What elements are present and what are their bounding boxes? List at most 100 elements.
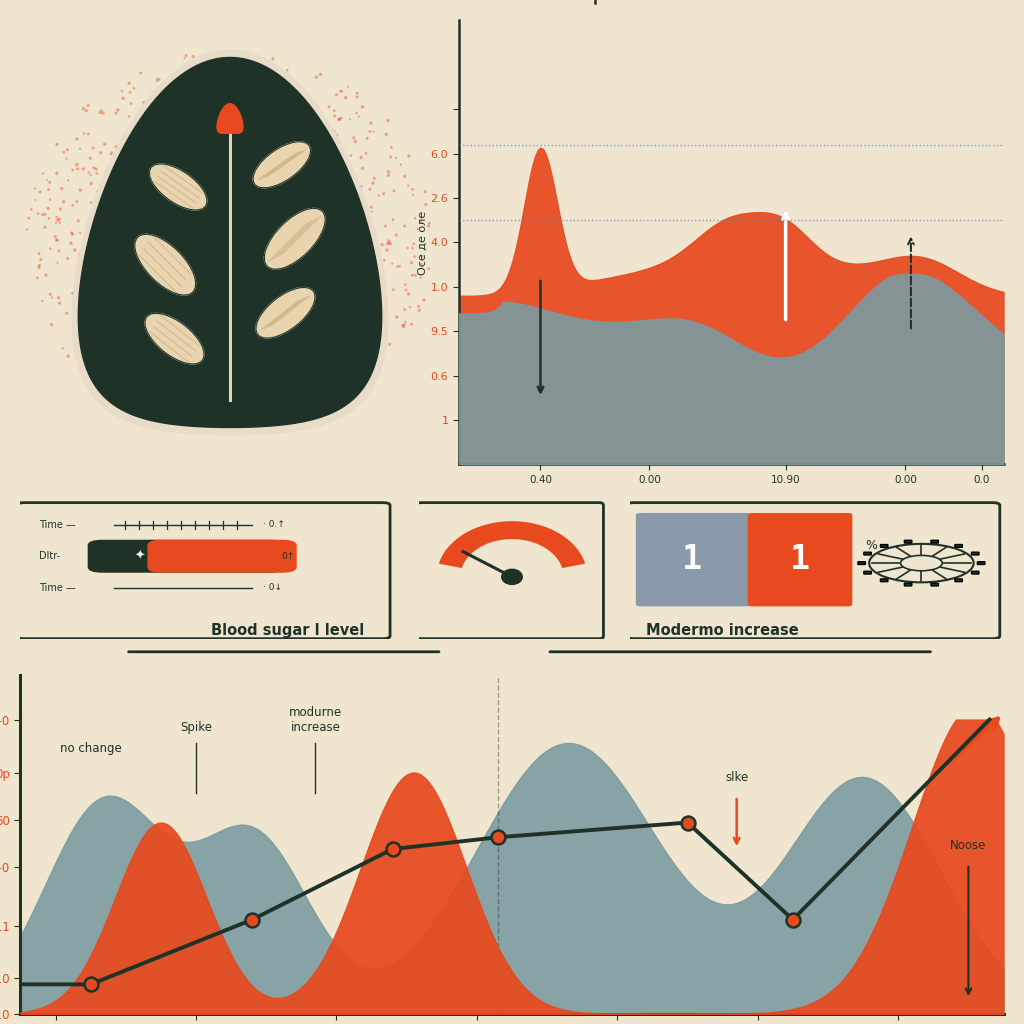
Point <box>191 131 208 147</box>
Point <box>312 159 329 175</box>
FancyBboxPatch shape <box>636 513 752 606</box>
Point <box>196 353 212 370</box>
Point <box>155 382 171 398</box>
Point <box>180 58 197 75</box>
Point <box>225 85 242 101</box>
Point <box>313 109 330 125</box>
Point <box>75 161 91 177</box>
Point <box>108 104 124 121</box>
Point <box>98 259 115 275</box>
Point <box>341 202 357 218</box>
Point <box>116 370 132 386</box>
Point <box>396 168 413 184</box>
Point <box>365 295 381 311</box>
Point <box>328 166 344 182</box>
Ellipse shape <box>145 313 204 364</box>
Point <box>202 412 218 428</box>
Point <box>239 414 255 430</box>
Point <box>349 245 366 261</box>
Point <box>204 365 220 381</box>
Point <box>391 258 408 274</box>
Point <box>166 81 182 97</box>
Point <box>229 84 246 100</box>
Point <box>112 190 128 207</box>
Point <box>173 361 189 378</box>
Point <box>232 59 249 76</box>
Point <box>63 224 80 241</box>
Point <box>259 381 275 397</box>
Point <box>203 49 219 66</box>
Point <box>260 360 276 377</box>
Point <box>188 345 205 361</box>
Point <box>333 145 349 162</box>
Point <box>100 352 117 369</box>
Point <box>407 248 423 264</box>
Point <box>206 410 222 426</box>
Point <box>376 185 392 202</box>
Point <box>276 78 293 94</box>
Point <box>229 340 246 356</box>
Point <box>216 409 232 425</box>
Text: Time —: Time — <box>39 519 76 529</box>
Point <box>112 215 128 231</box>
Point <box>154 361 170 378</box>
Point <box>373 327 389 343</box>
Point <box>117 346 133 362</box>
Point <box>250 365 266 381</box>
Text: no change: no change <box>59 742 122 755</box>
Point <box>364 204 380 220</box>
Point <box>279 62 295 79</box>
Point <box>302 341 318 357</box>
Point <box>307 125 324 141</box>
Point <box>127 313 143 330</box>
Point <box>48 215 65 231</box>
Point <box>366 124 382 140</box>
Point <box>31 257 47 273</box>
Point <box>247 339 263 355</box>
Point <box>196 59 212 76</box>
Point <box>42 174 58 190</box>
Point <box>370 321 386 337</box>
Point <box>20 210 37 226</box>
Point <box>218 341 234 357</box>
Point <box>119 146 135 163</box>
Point <box>67 242 83 258</box>
Point <box>65 226 81 243</box>
Point <box>288 118 304 134</box>
Point <box>101 357 118 374</box>
Point <box>285 95 301 112</box>
Point <box>292 101 308 118</box>
Point <box>147 113 164 129</box>
Point <box>166 108 182 124</box>
Point <box>262 352 279 369</box>
Point <box>408 267 424 284</box>
Point <box>396 218 413 234</box>
Point <box>417 183 433 200</box>
Point <box>343 283 359 299</box>
Point <box>349 85 366 101</box>
Point <box>84 253 100 269</box>
Point <box>190 98 207 115</box>
Point <box>132 356 148 373</box>
Point <box>356 309 373 326</box>
Point <box>335 188 351 205</box>
Point <box>79 352 95 369</box>
Point <box>225 89 242 105</box>
Point <box>344 302 360 318</box>
Point <box>184 344 201 360</box>
Point <box>310 335 327 351</box>
Point <box>388 150 404 166</box>
Point <box>313 379 330 395</box>
Text: %: % <box>865 539 878 552</box>
Point <box>40 201 56 217</box>
Point <box>233 409 250 425</box>
Text: 1: 1 <box>682 543 701 577</box>
Point <box>214 74 230 90</box>
Point <box>55 194 72 210</box>
Point <box>60 348 77 365</box>
Point <box>83 175 99 191</box>
Point <box>103 306 120 323</box>
Point <box>238 415 254 431</box>
Point <box>153 409 169 425</box>
Point <box>80 97 96 114</box>
